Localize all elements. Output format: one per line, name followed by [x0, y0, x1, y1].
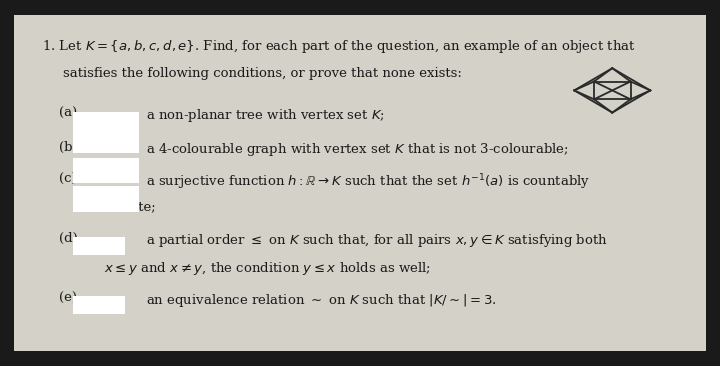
FancyBboxPatch shape: [14, 15, 706, 351]
FancyBboxPatch shape: [73, 112, 139, 153]
Text: a surjective function $h: \mathbb{R} \rightarrow K$ such that the set $h^{-1}(a): a surjective function $h: \mathbb{R} \ri…: [145, 173, 590, 193]
FancyBboxPatch shape: [73, 186, 139, 212]
Text: an equivalence relation $\sim$ on $K$ such that $|K/\sim| = 3$.: an equivalence relation $\sim$ on $K$ su…: [145, 292, 497, 309]
FancyBboxPatch shape: [73, 237, 125, 255]
Text: 1. Let $K = \{a, b, c, d, e\}$. Find, for each part of the question, an example : 1. Let $K = \{a, b, c, d, e\}$. Find, fo…: [42, 38, 636, 55]
Text: (d): (d): [59, 232, 78, 245]
Text: (c): (c): [59, 173, 77, 186]
Text: (e): (e): [59, 292, 77, 306]
Text: a non-planar tree with vertex set $K$;: a non-planar tree with vertex set $K$;: [145, 107, 384, 124]
Text: $x \leq y$ and $x \neq y$, the condition $y \leq x$ holds as well;: $x \leq y$ and $x \neq y$, the condition…: [104, 261, 431, 277]
Text: satisfies the following conditions, or prove that none exists:: satisfies the following conditions, or p…: [63, 67, 462, 80]
Text: (b): (b): [59, 141, 78, 154]
Text: a partial order $\leq$ on $K$ such that, for all pairs $x, y \in K$ satisfying b: a partial order $\leq$ on $K$ such that,…: [145, 232, 608, 249]
FancyBboxPatch shape: [73, 296, 125, 314]
Text: infinite;: infinite;: [104, 200, 156, 213]
Text: a 4-colourable graph with vertex set $K$ that is not 3-colourable;: a 4-colourable graph with vertex set $K$…: [145, 141, 569, 158]
FancyBboxPatch shape: [73, 158, 139, 183]
Text: (a): (a): [59, 107, 78, 120]
